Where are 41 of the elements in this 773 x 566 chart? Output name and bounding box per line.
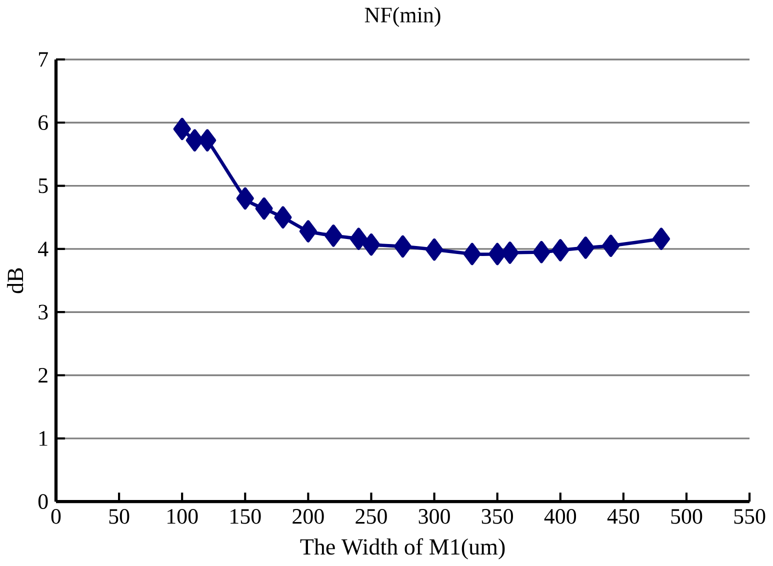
point: [274, 206, 292, 228]
y-axis-title: dB: [7, 268, 24, 293]
x-tick-label: 150: [230, 508, 261, 524]
chart-title: NF(min): [364, 6, 440, 27]
point: [324, 224, 342, 247]
point: [236, 187, 254, 210]
x-tick-label: 250: [356, 508, 387, 524]
y-tick-label: 4: [38, 242, 48, 256]
point: [299, 220, 317, 242]
point: [426, 238, 444, 261]
x-axis-title: The Width of M1(um): [300, 538, 505, 560]
point: [652, 228, 670, 250]
y-tick-label: 5: [38, 178, 48, 193]
x-tick-label: 50: [109, 508, 130, 524]
point: [255, 197, 273, 220]
point: [602, 234, 620, 257]
x-tick-label: 100: [168, 508, 198, 524]
x-tick-label: 200: [292, 508, 324, 524]
x-tick-label: 300: [418, 508, 450, 524]
point: [552, 238, 570, 262]
point: [394, 235, 412, 258]
point: [501, 241, 519, 264]
y-tick-label: 0: [38, 494, 48, 509]
point: [532, 240, 550, 264]
y-tick-label: 7: [39, 52, 48, 67]
point: [362, 233, 380, 256]
point: [463, 242, 481, 265]
y-tick-label: 1: [40, 431, 48, 446]
y-tick-label: 6: [38, 115, 48, 130]
x-tick-label: 450: [607, 508, 640, 524]
x-tick-label: 550: [734, 508, 766, 524]
point: [350, 228, 368, 250]
point: [173, 118, 191, 140]
x-tick-label: 0: [51, 508, 61, 524]
y-tick-label: 2: [38, 368, 48, 382]
x-tick-label: 500: [671, 508, 702, 524]
point: [488, 242, 506, 265]
y-tick-label: 3: [38, 304, 48, 320]
x-tick-label: 400: [544, 508, 576, 524]
x-tick-label: 350: [482, 508, 513, 524]
point: [576, 236, 594, 259]
